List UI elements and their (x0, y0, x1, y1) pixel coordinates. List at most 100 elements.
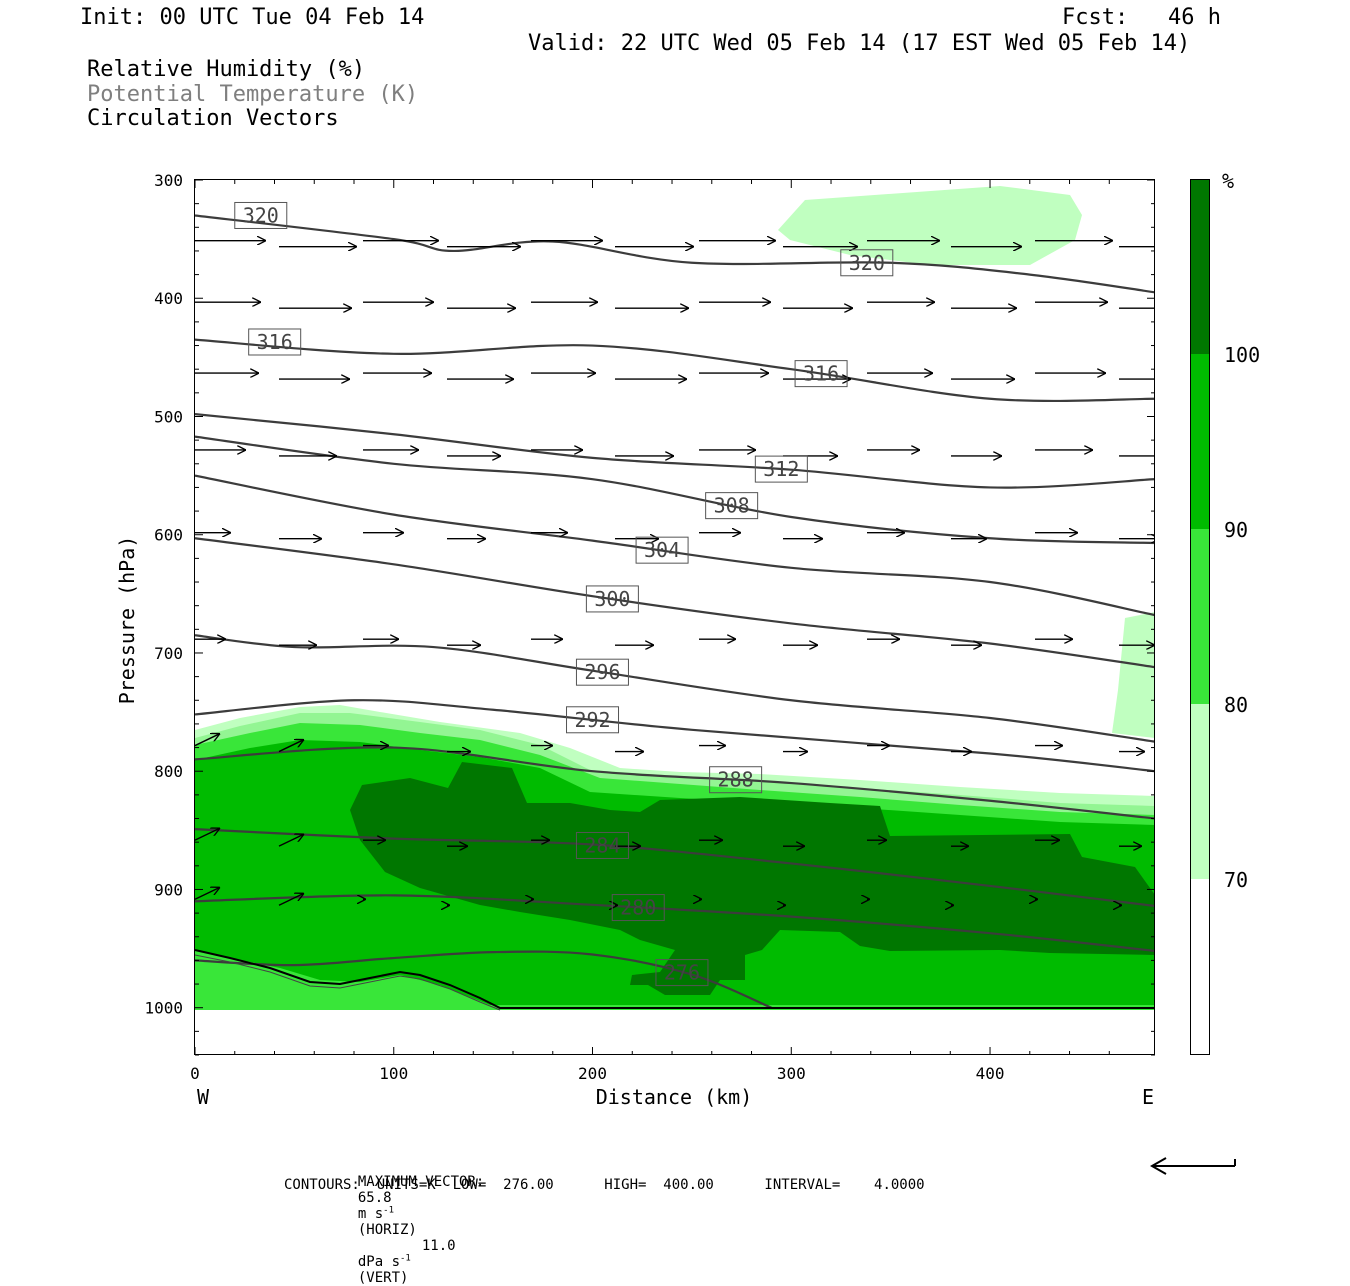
reference-vector (1149, 1157, 1236, 1175)
max-vector-label: MAXIMUM VECTOR: (357, 1174, 485, 1190)
theta-contour-296 (195, 634, 1155, 743)
theta-label-box (248, 328, 302, 356)
theta-label-box (635, 536, 689, 564)
max-vector-vert-value: 11.0 (421, 1238, 456, 1254)
colorbar-level-100: 100 (1224, 343, 1260, 367)
x-tick-label: 400 (976, 1064, 1005, 1083)
theta-contour-300 (195, 537, 1155, 669)
valid-time: Valid: 22 UTC Wed 05 Feb 14 (17 EST Wed … (528, 31, 1191, 56)
x-axis-title: Distance (km) (596, 1085, 753, 1109)
theta-label-box (709, 766, 763, 794)
theta-contour-276 (195, 950, 772, 1009)
rh-70-region-right (1112, 612, 1155, 738)
y-tick-label: 300 (154, 171, 183, 190)
colorbar-70 (1191, 879, 1209, 1055)
max-vector-horiz-tag: (HORIZ) (357, 1222, 417, 1238)
colorbar-80 (1191, 704, 1209, 879)
theta-label-316-west: 316 (257, 330, 293, 354)
theta-label-304: 304 (644, 538, 680, 562)
theta-label-276: 276 (664, 961, 700, 985)
theta-label-box (705, 492, 759, 520)
y-tick-label: 700 (154, 644, 183, 663)
theta-contours (195, 214, 1155, 1009)
theta-label-box (566, 706, 620, 734)
theta-label-box (840, 249, 894, 277)
colorbar: % 100 90 80 70 (1190, 169, 1260, 1055)
contours-info: CONTOURS: UNITS=K LOW= 276.00 HIGH= 400.… (284, 1177, 925, 1193)
theta-label-320-west: 320 (243, 203, 279, 227)
theta-contour-288 (195, 746, 1155, 820)
init-time: Init: 00 UTC Tue 04 Feb 14 (80, 5, 425, 30)
theta-label-300: 300 (594, 587, 630, 611)
axes: 300 400 500 600 700 800 900 1000 0 100 200 300 400 (144, 171, 1155, 1083)
theta-label-box (754, 455, 808, 483)
vector-arrow (278, 834, 304, 847)
cross-section-chart: 300 400 500 600 700 800 900 1000 0 100 200 300 400 2… (115, 169, 1260, 1175)
theta-label-box (575, 831, 629, 859)
x-tick-label: 100 (379, 1064, 408, 1083)
x-tick-label: 200 (578, 1064, 607, 1083)
y-tick-label: 900 (154, 880, 183, 899)
colorbar-unit: % (1222, 169, 1234, 193)
max-vector-vert-tag: (VERT) (357, 1270, 409, 1286)
field-vectors-title: Circulation Vectors (87, 106, 339, 131)
colorbar-level-90: 90 (1224, 518, 1248, 542)
x-tick-label: 300 (777, 1064, 806, 1083)
vector-arrow (195, 828, 220, 841)
max-vector-vert-exp: -1 (400, 1253, 411, 1264)
theta-contour-320 (195, 214, 1155, 294)
theta-label-288: 288 (718, 768, 754, 792)
theta-label-box (794, 360, 848, 388)
max-vector-horiz-unit: m s (357, 1206, 384, 1222)
y-tick-label: 400 (154, 289, 183, 308)
theta-label-320: 320 (849, 251, 885, 275)
theta-label-box (655, 959, 709, 987)
x-west-label: W (197, 1085, 210, 1109)
rh-max-core (350, 762, 1155, 995)
y-tick-label: 1000 (144, 999, 183, 1018)
colorbar-max (1191, 179, 1209, 354)
field-theta-title: Potential Temperature (K) (87, 82, 419, 107)
theta-labels: 276 280 284 288 292 296 300 304 308 312 316 320 320 3… (234, 201, 894, 987)
y-tick-label: 600 (154, 526, 183, 545)
max-vector-horiz-exp: -1 (383, 1205, 394, 1216)
vector-arrow (195, 887, 220, 900)
theta-label-box (234, 201, 288, 229)
colorbar-90 (1191, 529, 1209, 704)
theta-label-316: 316 (803, 362, 839, 386)
max-vector-vert-unit: dPa s (357, 1254, 401, 1270)
theta-label-296: 296 (584, 660, 620, 684)
y-tick-label: 800 (154, 762, 183, 781)
vector-arrow (195, 734, 220, 747)
field-rh-title: Relative Humidity (%) (87, 57, 366, 82)
circulation-vectors (195, 241, 1155, 906)
theta-contour-292 (195, 699, 1155, 773)
theta-label-284: 284 (584, 833, 620, 857)
plot-frame (194, 179, 1155, 1055)
y-axis-title: Pressure (hPa) (115, 536, 139, 705)
theta-label-312: 312 (763, 457, 799, 481)
colorbar-100 (1191, 354, 1209, 529)
x-tick-label: 0 (190, 1064, 200, 1083)
colorbar-level-70: 70 (1224, 868, 1248, 892)
terrain-line-inner (194, 954, 501, 1011)
theta-label-280: 280 (620, 896, 656, 920)
forecast-hour: Fcst: 46 h (1062, 5, 1221, 30)
y-tick-label: 500 (154, 407, 183, 426)
theta-label-box (585, 585, 639, 613)
theta-label-box (575, 658, 629, 686)
rh-70-region-top (778, 186, 1082, 265)
theta-contour-316 (195, 338, 1155, 403)
x-east-label: E (1142, 1085, 1154, 1109)
colorbar-level-80: 80 (1224, 693, 1248, 717)
rh-hole (770, 935, 862, 970)
vector-arrow (278, 893, 304, 906)
vector-arrow (278, 740, 304, 753)
theta-contour-308 (195, 435, 1155, 545)
theta-contour-304 (195, 474, 1155, 617)
colorbar-frame (1190, 179, 1210, 1055)
theta-label-308: 308 (714, 494, 750, 518)
theta-label-292: 292 (574, 708, 610, 732)
theta-contour-284 (195, 828, 1155, 908)
theta-contour-312 (195, 413, 1155, 489)
